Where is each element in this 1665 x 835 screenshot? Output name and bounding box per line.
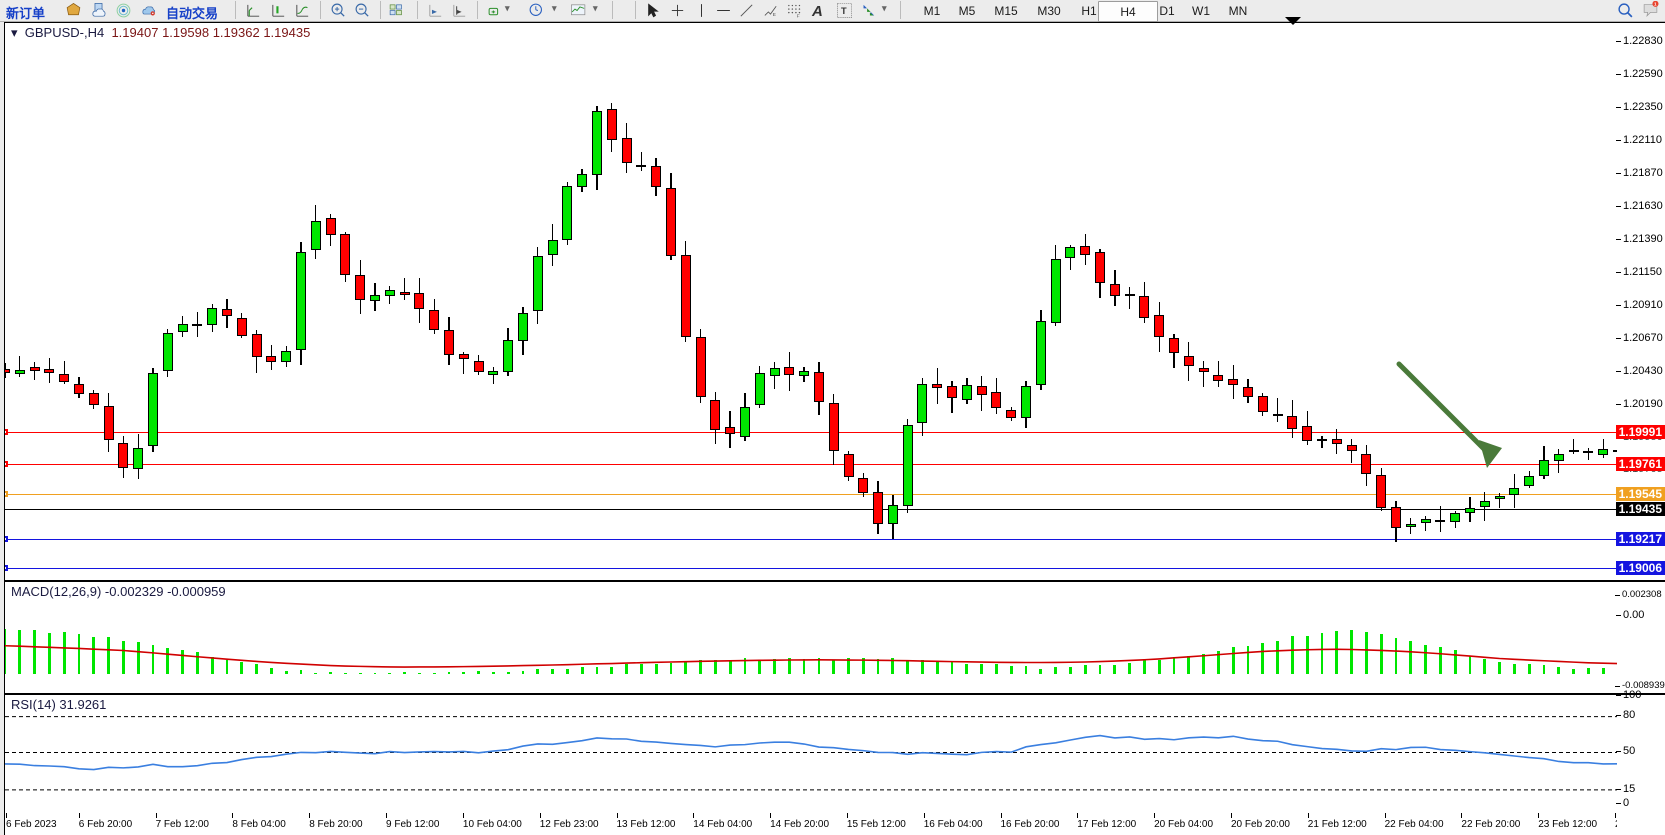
svg-text:1: 1	[1654, 2, 1657, 7]
svg-text:E: E	[773, 12, 777, 18]
svg-text:T: T	[841, 6, 847, 16]
svg-text:F: F	[797, 14, 800, 19]
